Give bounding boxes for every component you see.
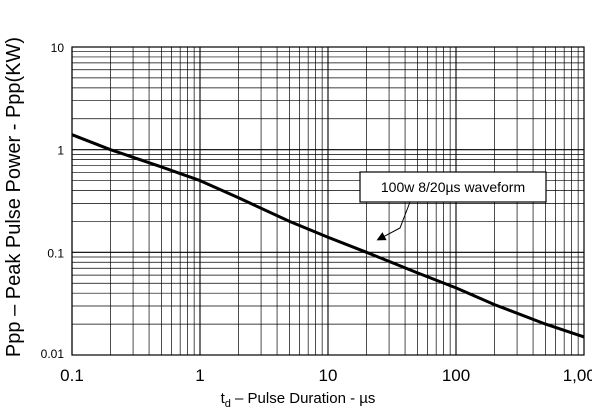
x-axis-label: td – Pulse Duration - µs: [221, 390, 376, 410]
y-tick-label: 10: [51, 41, 65, 55]
x-tick-label: 0.1: [60, 366, 84, 385]
x-tick-label: 1,000: [563, 366, 592, 385]
y-tick-label: 0.01: [41, 347, 65, 361]
x-axis-label-subscript: d: [225, 398, 231, 410]
annotation-box: [359, 171, 547, 203]
x-tick-label: 100: [442, 366, 470, 385]
plot-frame: [71, 46, 585, 356]
x-axis-label-main: t: [221, 390, 226, 407]
y-tick-label: 1: [57, 144, 64, 158]
y-axis-ticks: 10 1 0.1 0.01: [41, 41, 65, 361]
series-group: [71, 133, 585, 339]
series-line: [71, 133, 585, 339]
y-tick-label: 0.1: [47, 246, 64, 260]
x-tick-label: 10: [319, 366, 338, 385]
y-axis-label: Ppp – Peak Pulse Power - Ppp(KW): [3, 37, 25, 357]
annotation-arrowhead: [376, 232, 387, 241]
x-tick-label: 1: [195, 366, 204, 385]
annotation-text: 100w 8/20µs waveform: [381, 179, 525, 195]
x-axis-label-rest: – Pulse Duration - µs: [231, 390, 376, 407]
annotation-leader: [380, 201, 411, 239]
annotation-group: 100w 8/20µs waveform: [359, 171, 547, 241]
x-axis-ticks: 0.1 1 10 100 1,000: [60, 366, 592, 385]
